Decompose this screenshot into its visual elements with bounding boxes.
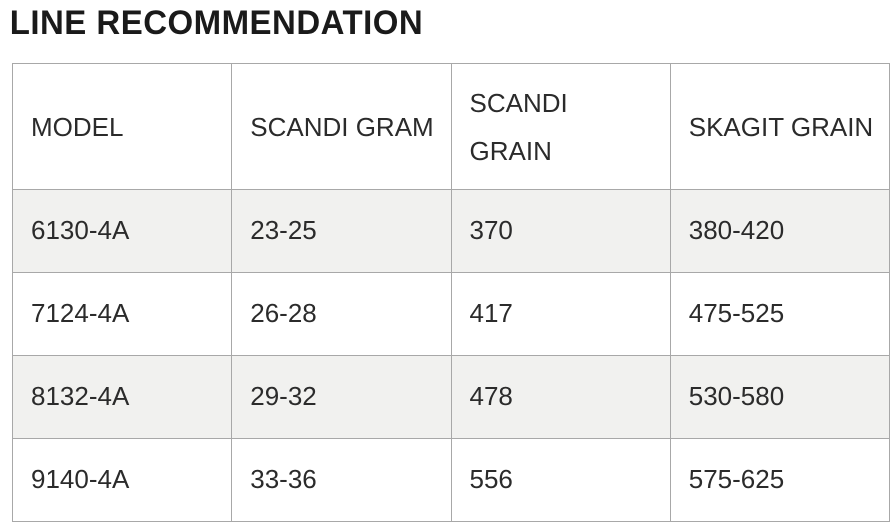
cell-scandi-grain: 370 — [450, 189, 671, 273]
column-header-label: SCANDI GRAIN — [469, 87, 568, 166]
column-header-model: MODEL — [11, 63, 233, 190]
cell-skagit-grain: 530-580 — [669, 355, 891, 439]
cell-model: 8132-4A — [11, 355, 233, 439]
cell-scandi-gram: 29-32 — [231, 355, 452, 439]
cell-model: 9140-4A — [11, 438, 233, 522]
cell-scandi-gram: 26-28 — [231, 272, 452, 356]
cell-skagit-grain: 475-525 — [669, 272, 891, 356]
cell-scandi-grain: 417 — [450, 272, 671, 356]
column-header-skagit-grain: SKAGIT GRAIN — [669, 63, 891, 190]
column-header-scandi-grain: SCANDI GRAIN — [450, 63, 671, 190]
table-row: 9140-4A 33-36 556 575-625 — [11, 438, 891, 522]
cell-skagit-grain: 575-625 — [669, 438, 891, 522]
column-header-scandi-gram: SCANDI GRAM — [231, 63, 452, 190]
table-header-row: MODEL SCANDI GRAM SCANDI GRAIN SKAGIT GR… — [11, 63, 891, 190]
column-header-label: SKAGIT GRAIN — [688, 111, 874, 142]
cell-scandi-grain: 478 — [450, 355, 671, 439]
table-row: 6130-4A 23-25 370 380-420 — [11, 189, 891, 273]
cell-skagit-grain: 380-420 — [669, 189, 891, 273]
cell-scandi-grain: 556 — [450, 438, 671, 522]
line-recommendation-table: MODEL SCANDI GRAM SCANDI GRAIN SKAGIT GR… — [11, 63, 891, 522]
cell-scandi-gram: 33-36 — [231, 438, 452, 522]
cell-scandi-gram: 23-25 — [231, 189, 452, 273]
cell-model: 7124-4A — [11, 272, 233, 356]
column-header-label: SCANDI GRAM — [250, 111, 434, 142]
cell-model: 6130-4A — [11, 189, 233, 273]
table-row: 8132-4A 29-32 478 530-580 — [11, 355, 891, 439]
column-header-label: MODEL — [31, 111, 124, 142]
table-row: 7124-4A 26-28 417 475-525 — [11, 272, 891, 356]
page-title: LINE RECOMMENDATION — [9, 4, 424, 42]
